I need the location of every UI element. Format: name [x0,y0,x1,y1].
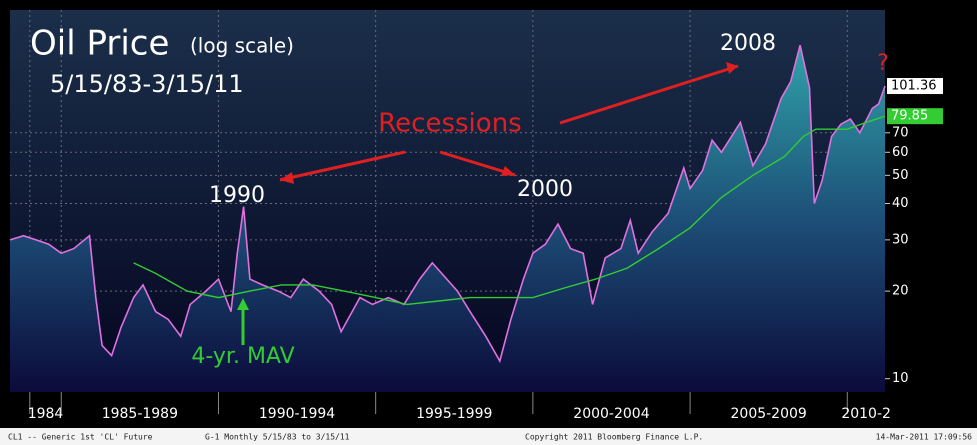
footer-text: Copyright 2011 Bloomberg Finance L.P. [525,433,703,442]
y-tick-label: 60 [892,145,909,160]
chart-subtitle: (log scale) [190,34,294,58]
arrow-head [237,298,249,310]
annotation: 2000 [517,177,573,202]
y-tick-label: 50 [892,168,909,183]
annotation: 2008 [720,31,776,56]
x-tick-label: 2005-2009 [731,406,807,422]
x-tick-label: 1985-1989 [102,406,178,422]
chart-title: Oil Price [30,24,169,64]
x-tick-label: 1990-1994 [259,406,335,422]
footer-text: 14-Mar-2011 17:09:56 [876,433,973,442]
y-tick-label: 10 [892,371,909,386]
footer-text: CL1 -- Generic 1st 'CL' Future [8,433,153,442]
arrow-head [280,172,294,184]
arrow-head [501,166,515,176]
annotation: 1990 [209,183,265,208]
arrow [279,150,406,182]
line [133,115,886,306]
area [10,45,885,392]
last-value-label: 101.36 [891,79,937,94]
date-range: 5/15/83-3/15/11 [50,70,244,98]
annotation: ? [877,51,889,76]
last-value-label: 79.85 [891,109,928,124]
annotation: 4-yr. MAV [191,344,294,369]
x-tick-label: 1995-1999 [416,406,492,422]
x-tick-label: 2010-2 [841,406,891,422]
y-tick-label: 70 [892,125,909,140]
y-tick-label: 20 [892,284,909,299]
arrow-head [726,62,738,74]
last-value-box [887,108,943,125]
arrow [559,64,739,125]
last-value-box [887,78,943,95]
x-tick-label: 2000-2004 [573,406,649,422]
line [9,44,886,364]
y-tick-label: 30 [892,232,909,247]
x-tick-label: 1984 [28,406,64,422]
arrow [439,150,516,177]
footer-text: G-1 Monthly 5/15/83 to 3/15/11 [205,433,350,442]
footer-bar [0,428,977,445]
y-tick-label: 40 [892,196,909,211]
annotation: Recessions [378,109,521,139]
